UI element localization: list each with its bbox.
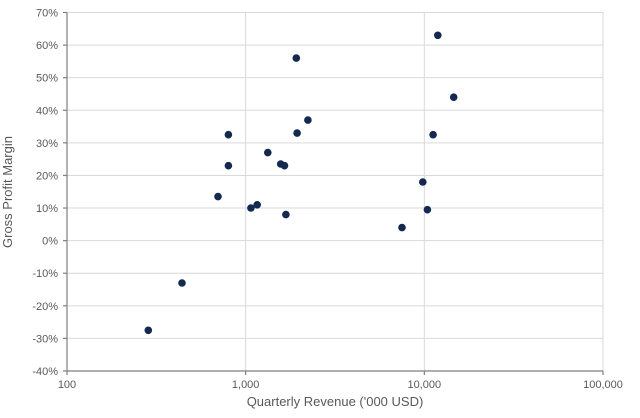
y-tick-label: 30% [36, 138, 58, 150]
x-tick-label: 100,000 [583, 379, 623, 391]
y-tick-label: 10% [36, 203, 58, 215]
x-tick-label: 100 [58, 379, 76, 391]
y-tick-label: 50% [36, 73, 58, 85]
data-point [224, 161, 233, 170]
data-point [419, 178, 427, 186]
data-point [214, 192, 222, 201]
y-tick-label: -10% [32, 268, 58, 280]
data-point [293, 129, 301, 137]
data-point [280, 161, 289, 170]
data-point [304, 116, 312, 124]
x-tick-label: 10,000 [408, 379, 442, 391]
data-point [253, 201, 261, 209]
data-point [144, 326, 153, 335]
axis-lines [66, 12, 603, 372]
data-point [449, 93, 458, 101]
axis-tick-labels: 70%60%50%40%30%20%10%0%-10%-20%-30%-40%1… [32, 8, 623, 392]
y-tick-label: 60% [36, 40, 58, 52]
x-axis-title: Quarterly Revenue ('000 USD) [247, 394, 424, 409]
data-points [144, 31, 458, 335]
axis-tick-marks [63, 11, 604, 375]
data-point [434, 31, 442, 40]
y-tick-label: 40% [36, 105, 58, 117]
x-tick-label: 1,000 [232, 379, 260, 391]
y-tick-label: -30% [32, 333, 58, 345]
data-point [282, 210, 290, 219]
y-tick-label: 70% [36, 8, 58, 20]
gridlines [67, 12, 604, 371]
y-tick-label: -20% [32, 301, 58, 313]
data-point [264, 148, 272, 157]
y-tick-label: 20% [36, 170, 58, 182]
y-tick-label: 0% [42, 236, 58, 248]
data-point [423, 205, 432, 214]
y-axis-title: Gross Profit Margin [0, 136, 15, 248]
data-point [398, 223, 406, 232]
data-point [178, 279, 186, 287]
y-tick-label: -40% [32, 366, 58, 378]
data-point [429, 130, 437, 139]
data-point [224, 130, 233, 139]
data-point [247, 204, 255, 212]
data-point [292, 54, 301, 62]
